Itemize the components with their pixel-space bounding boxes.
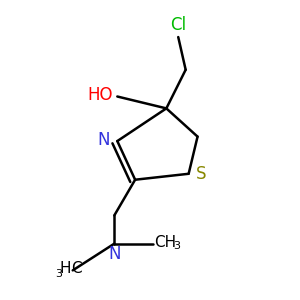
Text: H: H xyxy=(60,261,71,276)
Text: C: C xyxy=(71,261,82,276)
Text: CH: CH xyxy=(154,235,177,250)
Text: 3: 3 xyxy=(173,241,180,251)
Text: Cl: Cl xyxy=(170,16,186,34)
Text: S: S xyxy=(196,165,207,183)
Text: N: N xyxy=(108,245,121,263)
Text: 3: 3 xyxy=(55,269,62,279)
Text: N: N xyxy=(98,130,110,148)
Text: HO: HO xyxy=(87,86,113,104)
